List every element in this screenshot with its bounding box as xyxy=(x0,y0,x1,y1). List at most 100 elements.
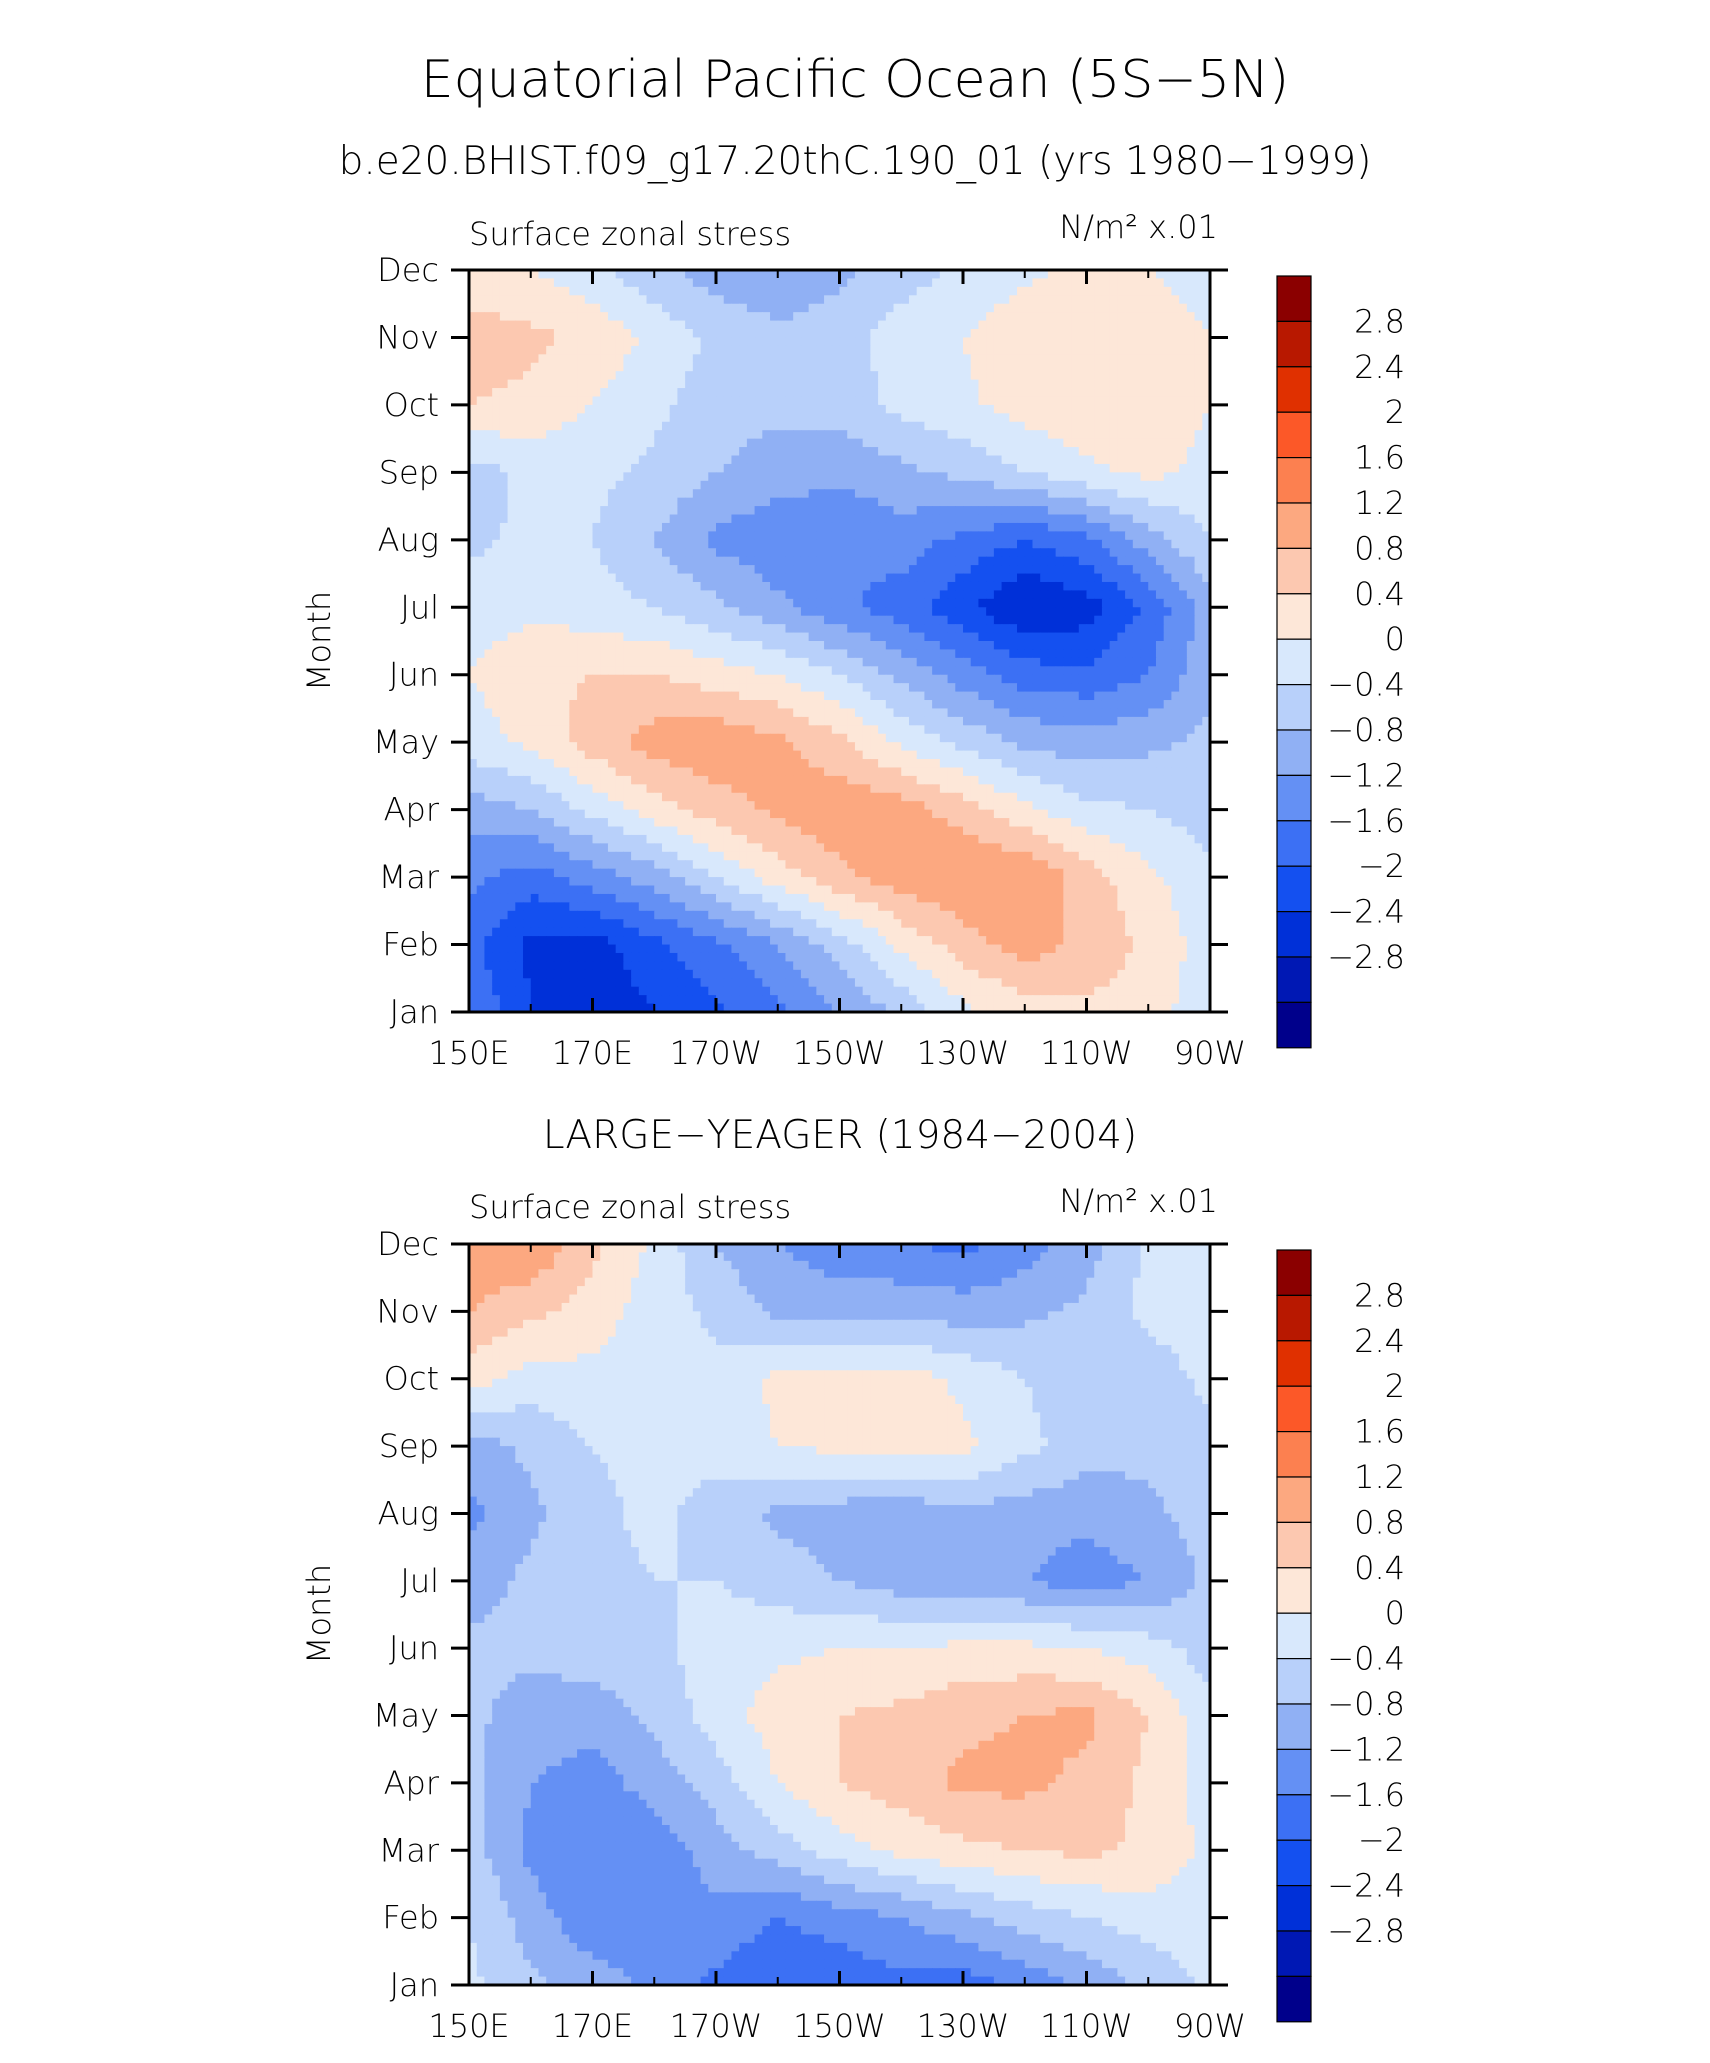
heatmap-cell xyxy=(800,463,810,473)
heatmap-cell xyxy=(746,489,756,499)
heatmap-cell xyxy=(878,303,887,313)
heatmap-cell xyxy=(1179,674,1188,684)
heatmap-cell xyxy=(854,430,864,440)
heatmap-cell xyxy=(939,641,949,651)
heatmap-cell xyxy=(847,522,856,532)
heatmap-cell xyxy=(1171,657,1180,667)
heatmap-cell xyxy=(1078,489,1088,499)
heatmap-cell xyxy=(816,522,825,532)
heatmap-cell xyxy=(1101,514,1111,524)
heatmap-cell xyxy=(939,624,949,634)
heatmap-cell xyxy=(1132,404,1142,414)
heatmap-cell xyxy=(824,497,833,507)
heatmap-cell xyxy=(1202,607,1211,617)
heatmap-cell xyxy=(785,396,794,406)
heatmap-cell xyxy=(600,312,609,322)
heatmap-cell xyxy=(839,590,848,600)
heatmap-cell xyxy=(631,455,640,465)
heatmap-cell xyxy=(677,590,686,600)
heatmap-cell xyxy=(908,396,918,406)
heatmap-cell xyxy=(770,320,779,330)
heatmap-cell xyxy=(847,379,856,389)
heatmap-cell xyxy=(476,329,486,339)
heatmap-cell xyxy=(1179,522,1188,532)
heatmap-cell xyxy=(1024,683,1034,693)
heatmap-cell xyxy=(1071,447,1080,457)
heatmap-cell xyxy=(1186,472,1196,482)
heatmap-cell xyxy=(1063,649,1072,659)
heatmap-cell xyxy=(530,607,540,617)
heatmap-cell xyxy=(1071,421,1080,431)
heatmap-cell xyxy=(870,573,879,583)
heatmap-cell xyxy=(978,581,987,592)
heatmap-cell xyxy=(777,379,787,389)
heatmap-cell xyxy=(561,438,570,448)
heatmap-cell xyxy=(523,421,532,431)
heatmap-cell xyxy=(746,404,756,414)
heatmap-cell xyxy=(762,345,771,355)
heatmap-cell xyxy=(638,657,648,667)
heatmap-cell xyxy=(1117,303,1126,313)
heatmap-cell xyxy=(993,362,1003,372)
heatmap-cell xyxy=(538,556,547,566)
heatmap-cell xyxy=(1194,404,1203,414)
heatmap-cell xyxy=(669,430,679,440)
heatmap-cell xyxy=(623,472,632,482)
heatmap-cell xyxy=(808,396,817,406)
heatmap-cell xyxy=(577,463,586,473)
heatmap-cell xyxy=(577,362,586,372)
heatmap-cell xyxy=(878,278,887,288)
heatmap-cell xyxy=(1179,615,1188,625)
heatmap-cell xyxy=(1155,278,1165,288)
heatmap-cell xyxy=(1055,463,1064,473)
heatmap-cell xyxy=(600,303,609,313)
heatmap-cell xyxy=(1078,514,1088,524)
heatmap-cell xyxy=(561,556,570,566)
heatmap-cell xyxy=(507,345,516,355)
heatmap-cell xyxy=(1094,615,1103,625)
heatmap-cell xyxy=(507,497,516,507)
heatmap-cell xyxy=(862,539,871,549)
heatmap-cell xyxy=(615,531,624,541)
heatmap-cell xyxy=(870,303,879,313)
heatmap-cell xyxy=(808,649,817,659)
heatmap-cell xyxy=(754,362,763,372)
heatmap-cell xyxy=(986,522,995,532)
heatmap-cell xyxy=(584,489,594,499)
heatmap-cell xyxy=(993,278,1003,288)
heatmap-cell xyxy=(1140,632,1149,642)
heatmap-cell xyxy=(1086,598,1095,608)
heatmap-cell xyxy=(916,657,926,667)
heatmap-cell xyxy=(1194,700,1203,710)
heatmap-cell xyxy=(1148,421,1157,431)
heatmap-cell xyxy=(1186,666,1196,676)
heatmap-cell xyxy=(762,590,771,600)
heatmap-cell xyxy=(986,539,995,549)
heatmap-cell xyxy=(499,590,509,600)
heatmap-cell xyxy=(1024,413,1034,423)
heatmap-cell xyxy=(878,447,887,457)
heatmap-cell xyxy=(878,438,887,448)
heatmap-cell xyxy=(901,674,910,684)
heatmap-cell xyxy=(1040,371,1049,381)
heatmap-cell xyxy=(553,320,563,330)
heatmap-cell xyxy=(862,396,871,406)
heatmap-cell xyxy=(700,404,709,414)
heatmap-cell xyxy=(716,590,725,600)
heatmap-cell xyxy=(1117,295,1126,305)
heatmap-cell xyxy=(1071,497,1080,507)
heatmap-cell xyxy=(955,641,964,651)
heatmap-cell xyxy=(908,657,918,667)
heatmap-cell xyxy=(770,531,779,541)
heatmap-cell xyxy=(1024,691,1034,701)
heatmap-cell xyxy=(1071,354,1080,364)
heatmap-cell xyxy=(901,455,910,465)
heatmap-cell xyxy=(561,480,570,490)
heatmap-cell xyxy=(986,438,995,448)
heatmap-cell xyxy=(669,404,679,414)
heatmap-cell xyxy=(939,278,949,288)
heatmap-cell xyxy=(978,506,987,516)
heatmap-cell xyxy=(584,345,594,355)
heatmap-cell xyxy=(584,278,594,288)
heatmap-cell xyxy=(592,337,601,347)
